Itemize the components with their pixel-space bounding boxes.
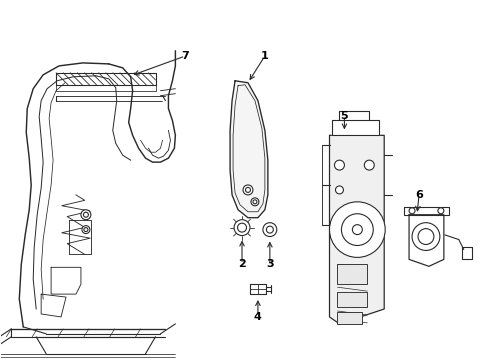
Text: 4: 4 — [253, 312, 262, 322]
Bar — [337, 312, 362, 324]
Circle shape — [234, 220, 249, 235]
Polygon shape — [329, 135, 384, 324]
Text: 2: 2 — [238, 259, 245, 269]
Text: 7: 7 — [181, 51, 189, 61]
Circle shape — [364, 160, 373, 170]
Text: 1: 1 — [261, 51, 268, 61]
Circle shape — [352, 225, 362, 235]
Circle shape — [266, 226, 273, 233]
Circle shape — [252, 200, 256, 204]
Circle shape — [334, 160, 344, 170]
Circle shape — [250, 198, 258, 206]
Circle shape — [417, 229, 433, 244]
Circle shape — [245, 188, 250, 192]
Text: 6: 6 — [414, 190, 422, 200]
Circle shape — [411, 223, 439, 251]
Polygon shape — [331, 121, 379, 135]
Circle shape — [329, 202, 385, 257]
Polygon shape — [230, 81, 267, 218]
Circle shape — [341, 214, 372, 246]
Circle shape — [437, 208, 443, 214]
Circle shape — [83, 212, 88, 217]
Polygon shape — [403, 207, 448, 215]
Bar — [337, 264, 366, 284]
Circle shape — [263, 223, 276, 237]
Circle shape — [237, 223, 246, 232]
Bar — [337, 292, 366, 307]
Circle shape — [84, 228, 88, 231]
Text: 3: 3 — [265, 259, 273, 269]
Circle shape — [82, 226, 90, 234]
Circle shape — [335, 186, 343, 194]
Circle shape — [408, 208, 414, 214]
Polygon shape — [408, 215, 443, 266]
Circle shape — [243, 185, 252, 195]
Text: 5: 5 — [340, 111, 347, 121]
Circle shape — [81, 210, 91, 220]
